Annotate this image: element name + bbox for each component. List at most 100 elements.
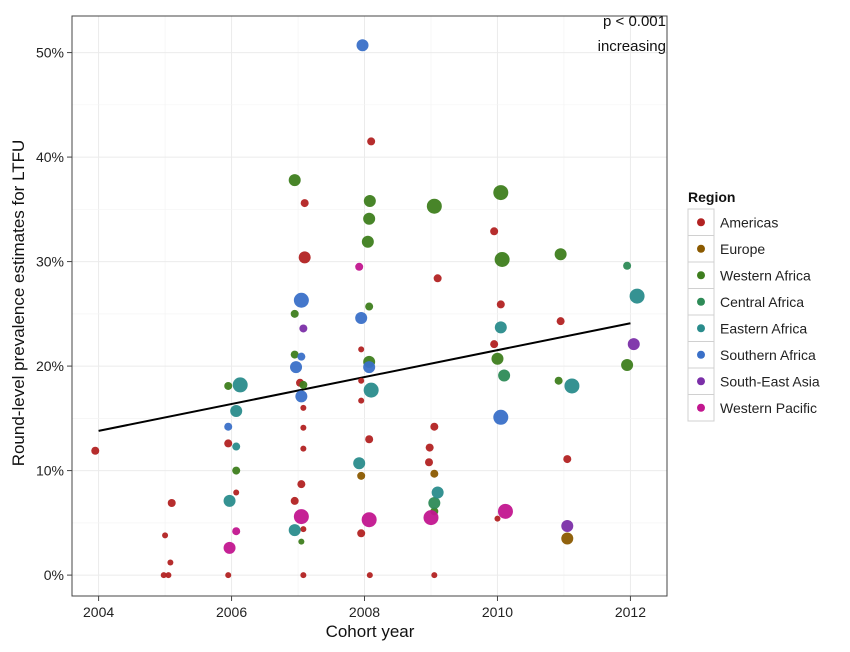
data-point-americas bbox=[358, 346, 365, 353]
data-point-europe bbox=[430, 469, 439, 478]
data-point-americas bbox=[300, 526, 307, 533]
legend-key-swatch bbox=[697, 244, 705, 253]
legend-key-swatch bbox=[697, 403, 705, 412]
data-point-eastern-africa bbox=[353, 457, 366, 470]
legend-key-swatch bbox=[697, 350, 705, 359]
data-point-americas bbox=[425, 458, 433, 467]
data-point-south-east-asia bbox=[561, 519, 574, 532]
legend-key-swatch bbox=[697, 218, 705, 227]
x-axis-ticks: 2004 2006 2008 2010 2012 bbox=[83, 596, 646, 620]
legend-label: Southern Africa bbox=[720, 347, 816, 363]
data-point-americas bbox=[167, 559, 174, 566]
data-point-americas bbox=[300, 424, 307, 431]
x-tick-label: 2004 bbox=[83, 604, 114, 620]
data-point-americas bbox=[165, 572, 172, 579]
data-point-western-africa bbox=[554, 248, 567, 261]
data-point-americas bbox=[490, 227, 499, 236]
data-point-southern-africa bbox=[297, 352, 306, 361]
legend-key-swatch bbox=[697, 324, 705, 333]
data-point-western-africa bbox=[554, 376, 563, 385]
data-point-southern-africa bbox=[224, 422, 233, 431]
data-point-americas bbox=[233, 489, 240, 496]
data-point-central-africa bbox=[498, 369, 511, 382]
data-point-americas bbox=[167, 498, 176, 507]
data-point-americas bbox=[431, 572, 438, 579]
data-point-americas bbox=[357, 529, 366, 538]
legend-label: Central Africa bbox=[720, 294, 804, 310]
data-point-western-africa bbox=[363, 194, 376, 207]
data-point-south-east-asia bbox=[299, 324, 308, 333]
data-point-eastern-africa bbox=[363, 382, 379, 398]
data-point-central-africa bbox=[428, 496, 441, 509]
data-point-americas bbox=[365, 435, 374, 444]
data-point-eastern-africa bbox=[288, 524, 301, 537]
data-point-southern-africa bbox=[493, 409, 509, 425]
legend-title: Region bbox=[688, 189, 735, 205]
data-point-americas bbox=[425, 443, 434, 452]
data-point-americas bbox=[300, 445, 307, 452]
y-tick-label: 10% bbox=[36, 463, 64, 479]
data-point-western-africa bbox=[493, 185, 509, 201]
data-point-western-pacific bbox=[497, 503, 513, 519]
data-point-western-africa bbox=[491, 352, 504, 365]
data-point-americas bbox=[224, 439, 233, 448]
legend-key-swatch bbox=[697, 271, 705, 280]
data-point-western-africa bbox=[365, 302, 374, 311]
data-point-southern-africa bbox=[290, 361, 303, 374]
legend-key-swatch bbox=[697, 377, 705, 386]
data-point-americas bbox=[490, 340, 499, 349]
data-point-eastern-africa bbox=[629, 288, 645, 304]
data-point-eastern-africa bbox=[232, 377, 248, 393]
x-tick-label: 2010 bbox=[482, 604, 513, 620]
legend-items: Americas Europe Western Africa Central Afri… bbox=[687, 208, 820, 422]
legend-key-swatch bbox=[697, 297, 705, 306]
data-point-americas bbox=[162, 532, 169, 539]
x-tick-label: 2008 bbox=[349, 604, 380, 620]
data-point-south-east-asia bbox=[627, 338, 640, 351]
data-point-americas bbox=[494, 515, 501, 522]
data-point-western-pacific bbox=[223, 541, 236, 554]
data-point-eastern-africa bbox=[564, 378, 580, 394]
data-point-western-africa bbox=[363, 212, 376, 225]
trend-line bbox=[98, 322, 631, 432]
y-tick-label: 40% bbox=[36, 149, 64, 165]
data-point-southern-africa bbox=[363, 361, 376, 374]
data-point-western-pacific bbox=[423, 510, 439, 526]
data-point-americas bbox=[290, 496, 299, 505]
data-point-americas bbox=[91, 446, 100, 455]
data-point-southern-africa bbox=[355, 312, 368, 325]
data-point-americas bbox=[300, 572, 307, 579]
data-point-southern-africa bbox=[356, 39, 369, 52]
y-tick-label: 20% bbox=[36, 358, 64, 374]
legend-label: Europe bbox=[720, 241, 765, 257]
data-point-western-africa bbox=[494, 251, 510, 267]
data-point-americas bbox=[225, 572, 232, 579]
data-point-southern-africa bbox=[295, 390, 308, 403]
data-point-americas bbox=[300, 404, 307, 411]
data-point-eastern-africa bbox=[230, 405, 243, 418]
data-point-americas bbox=[496, 300, 505, 309]
data-point-southern-africa bbox=[293, 292, 309, 308]
legend-label: Western Pacific bbox=[720, 400, 817, 416]
trend-line-segment bbox=[98, 322, 631, 432]
y-axis-ticks: 0% 10% 20% 30% 40% 50% bbox=[36, 45, 72, 583]
y-tick-label: 30% bbox=[36, 254, 64, 270]
y-tick-label: 50% bbox=[36, 45, 64, 61]
x-tick-label: 2006 bbox=[216, 604, 247, 620]
legend-label: Eastern Africa bbox=[720, 320, 807, 336]
data-point-central-africa bbox=[623, 261, 632, 270]
legend-label: Western Africa bbox=[720, 267, 811, 283]
data-point-americas bbox=[358, 377, 365, 384]
data-point-americas bbox=[298, 251, 311, 264]
data-point-europe bbox=[357, 471, 366, 480]
data-point-western-pacific bbox=[293, 509, 309, 525]
legend-label: Americas bbox=[720, 214, 778, 230]
p-value-annotation: p < 0.001 bbox=[603, 13, 666, 30]
plot-border bbox=[71, 15, 668, 597]
data-point-americas bbox=[300, 199, 309, 208]
trend-annotation: increasing bbox=[598, 38, 666, 55]
legend-label: South-East Asia bbox=[720, 373, 820, 389]
data-point-eastern-africa bbox=[494, 321, 507, 334]
data-point-americas bbox=[563, 455, 572, 464]
